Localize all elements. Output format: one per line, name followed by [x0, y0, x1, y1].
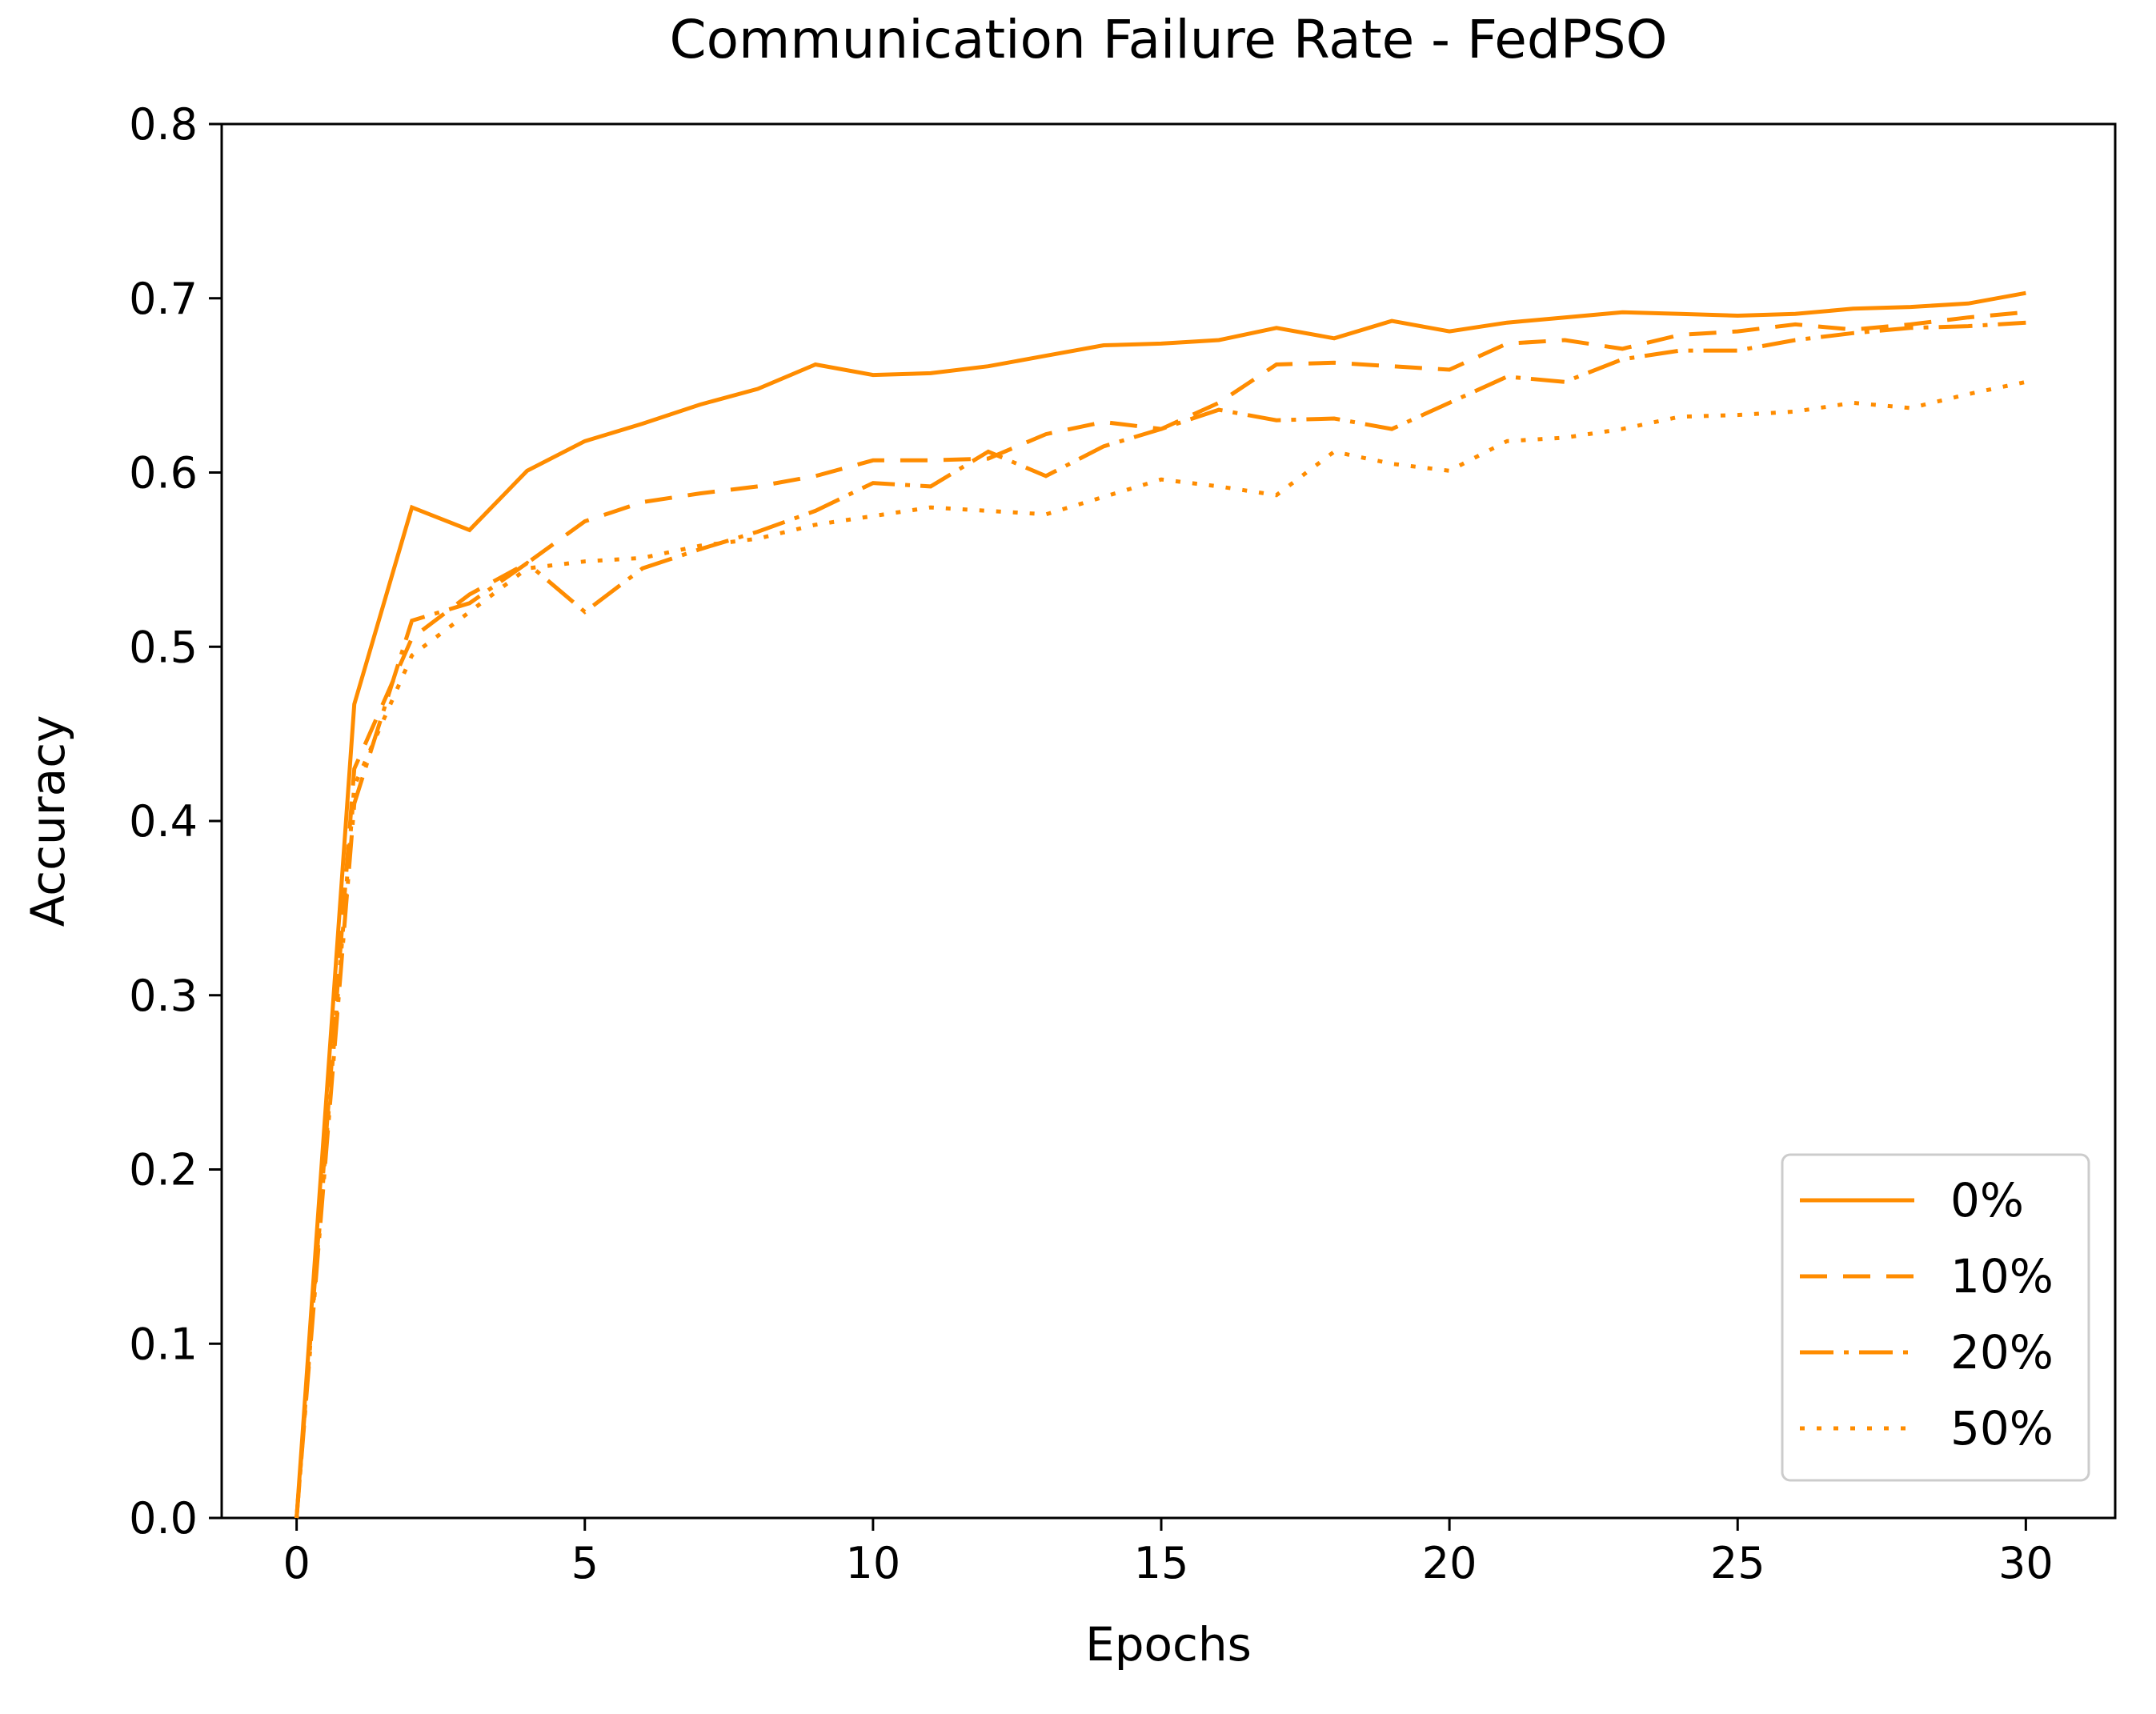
y-axis-label: Accuracy	[21, 715, 75, 927]
x-axis-label: Epochs	[1085, 1617, 1252, 1672]
series-line-50%	[295, 379, 2026, 1519]
legend-box	[1781, 1153, 2090, 1482]
x-tick-label: 25	[1710, 1538, 1765, 1588]
y-tick-label: 0.2	[129, 1145, 198, 1195]
series-line-0%	[295, 290, 2026, 1519]
y-tick-label: 0.5	[129, 622, 198, 672]
legend-label-10%: 10%	[1950, 1249, 2054, 1304]
legend-label-50%: 50%	[1950, 1401, 2054, 1456]
series-line-20%	[295, 320, 2026, 1519]
chart-title: Communication Failure Rate - FedPSO	[670, 9, 1668, 70]
x-tick-label: 5	[571, 1538, 599, 1588]
y-tick-label: 0.3	[129, 971, 198, 1021]
x-tick-label: 10	[846, 1538, 901, 1588]
y-tick-label: 0.8	[129, 99, 198, 150]
series-line-10%	[295, 310, 2026, 1519]
y-tick-label: 0.4	[129, 796, 198, 847]
legend-label-0%: 0%	[1950, 1173, 2024, 1227]
y-tick-label: 0.6	[129, 448, 198, 499]
legend-label-20%: 20%	[1950, 1325, 2054, 1380]
x-tick-label: 15	[1134, 1538, 1189, 1588]
y-tick-label: 0.7	[129, 274, 198, 324]
x-tick-label: 0	[283, 1538, 310, 1588]
y-tick-label: 0.0	[129, 1493, 198, 1544]
x-tick-label: 30	[1998, 1538, 2054, 1588]
x-tick-label: 20	[1422, 1538, 1477, 1588]
y-tick-label: 0.1	[129, 1319, 198, 1369]
